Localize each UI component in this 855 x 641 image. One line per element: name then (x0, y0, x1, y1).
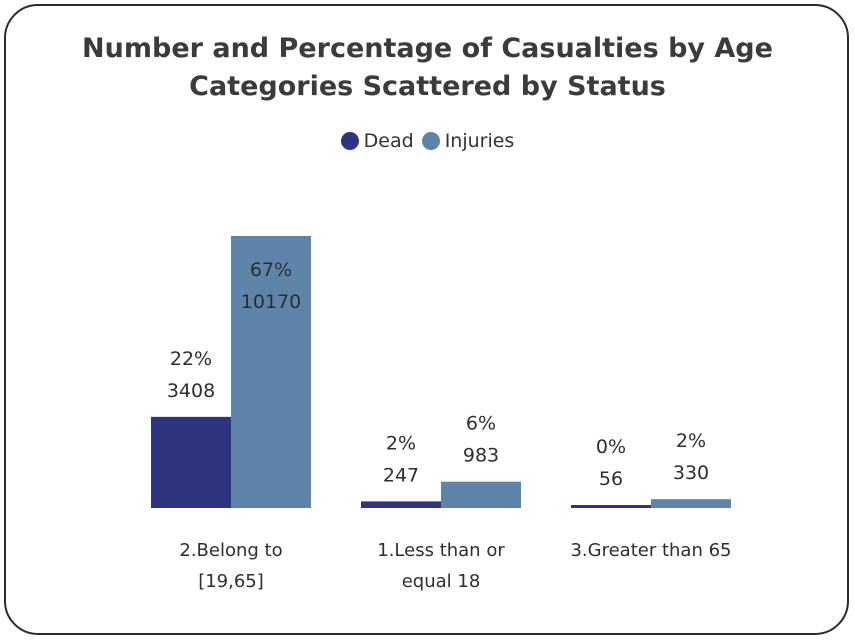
x-tick-label-2: equal 18 (402, 571, 481, 592)
legend-swatch-dead (340, 132, 359, 150)
data-label-value-dead-3: 56 (599, 468, 623, 490)
data-label-value-injuries-2: 983 (463, 445, 499, 467)
chart-title-line-2: Categories Scattered by Status (189, 71, 666, 102)
data-label-value-dead-1: 3408 (167, 380, 215, 402)
bar-injuries-2 (441, 481, 521, 508)
data-label-percent-dead-1: 22% (170, 348, 212, 370)
data-label-percent-injuries-2: 6% (466, 413, 496, 435)
data-label-value-injuries-3: 330 (673, 462, 709, 484)
bar-dead-3 (571, 505, 651, 508)
bar-injuries-1 (231, 236, 311, 508)
data-label-percent-injuries-1: 67% (250, 259, 292, 281)
bar-dead-1 (151, 416, 231, 508)
chart-legend: Dead Injuries (0, 130, 855, 152)
chart-title-line-1: Number and Percentage of Casualties by A… (82, 33, 773, 64)
data-label-value-injuries-1: 10170 (241, 291, 301, 313)
data-label-value-dead-2: 247 (383, 464, 419, 486)
legend-item-dead: Dead (340, 130, 414, 152)
x-tick-label-2: 1.Less than or (377, 540, 505, 561)
x-tick-label-3: 3.Greater than 65 (570, 540, 731, 561)
legend-label-injuries: Injuries (444, 130, 515, 152)
data-label-percent-injuries-3: 2% (676, 430, 706, 452)
bar-dead-2 (361, 501, 441, 508)
x-tick-label-1: [19,65] (198, 571, 264, 592)
x-tick-label-1: 2.Belong to (179, 540, 282, 561)
legend-swatch-injuries (421, 132, 440, 150)
data-label-percent-dead-3: 0% (596, 436, 626, 458)
bar-injuries-3 (651, 499, 731, 508)
chart-title: Number and Percentage of Casualties by A… (0, 30, 855, 106)
legend-item-injuries: Injuries (421, 130, 515, 152)
chart-card (4, 4, 849, 635)
data-label-percent-dead-2: 2% (386, 432, 416, 454)
legend-label-dead: Dead (363, 130, 414, 152)
